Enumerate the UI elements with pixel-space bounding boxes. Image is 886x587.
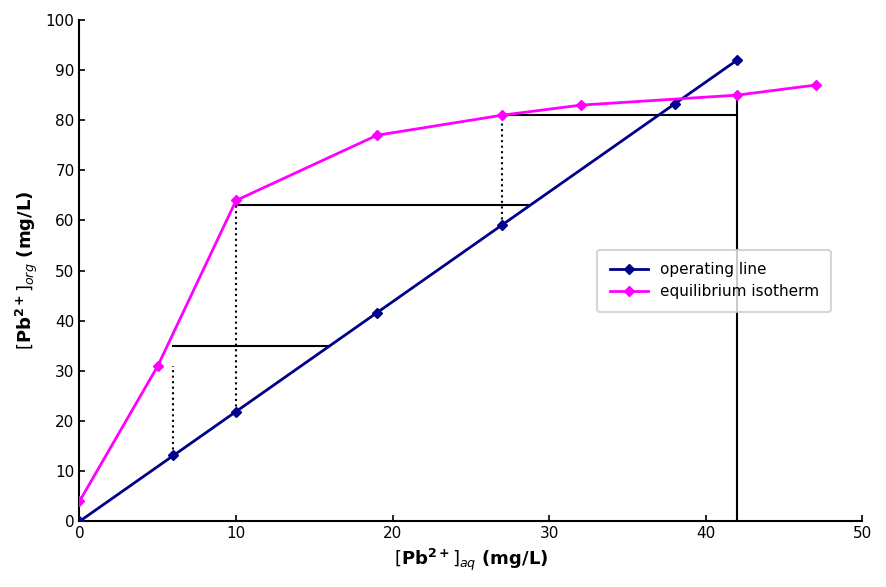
equilibrium isotherm — [497, 112, 508, 119]
operating line — [168, 452, 179, 459]
operating line — [74, 518, 85, 525]
Line: equilibrium isotherm: equilibrium isotherm — [76, 82, 819, 505]
operating line — [732, 56, 742, 63]
equilibrium isotherm — [372, 131, 383, 139]
Line: operating line: operating line — [76, 56, 741, 525]
equilibrium isotherm — [152, 362, 163, 369]
equilibrium isotherm — [810, 82, 820, 89]
X-axis label: $[\mathbf{Pb^{2+}}]_{aq}$ (mg/L): $[\mathbf{Pb^{2+}}]_{aq}$ (mg/L) — [393, 547, 548, 573]
operating line — [230, 408, 241, 415]
equilibrium isotherm — [230, 197, 241, 204]
equilibrium isotherm — [74, 498, 85, 505]
operating line — [497, 221, 508, 228]
equilibrium isotherm — [732, 92, 742, 99]
Y-axis label: $[\mathbf{Pb^{2+}}]_{org}$ (mg/L): $[\mathbf{Pb^{2+}}]_{org}$ (mg/L) — [14, 191, 40, 350]
Legend: operating line, equilibrium isotherm: operating line, equilibrium isotherm — [597, 249, 831, 312]
equilibrium isotherm — [575, 102, 586, 109]
operating line — [669, 100, 680, 107]
operating line — [372, 309, 383, 316]
